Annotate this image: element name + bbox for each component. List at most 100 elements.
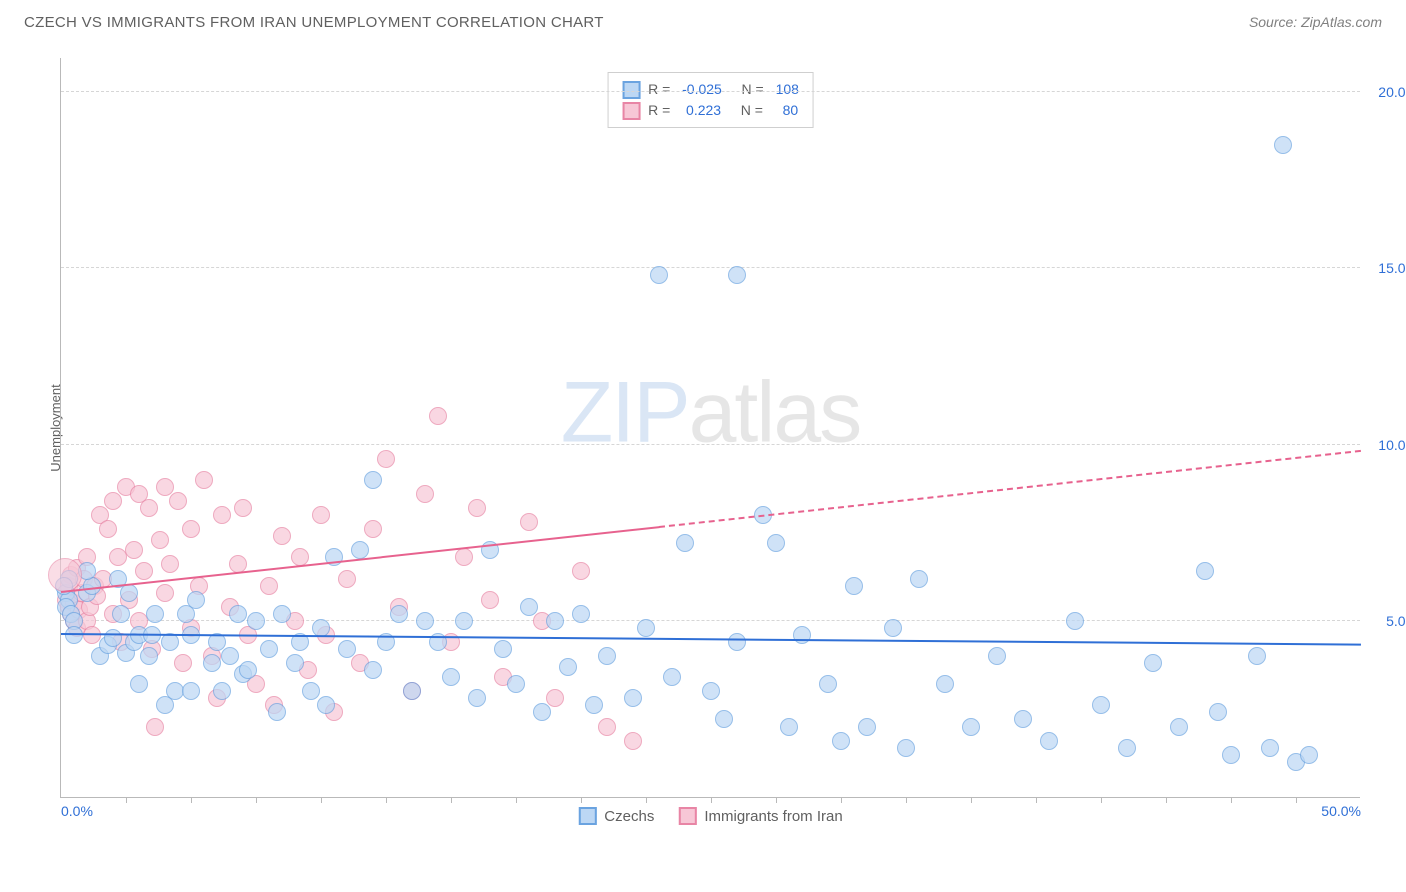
legend-n-label: N = xyxy=(729,100,767,121)
trend-line-iran xyxy=(659,450,1361,528)
x-tick xyxy=(971,797,972,803)
scatter-point-czechs xyxy=(520,598,538,616)
scatter-point-iran xyxy=(135,562,153,580)
x-tick xyxy=(1166,797,1167,803)
legend-swatch xyxy=(622,81,640,99)
y-tick-label: 10.0% xyxy=(1378,437,1406,453)
x-tick xyxy=(776,797,777,803)
scatter-point-czechs xyxy=(187,591,205,609)
scatter-point-czechs xyxy=(559,658,577,676)
scatter-point-czechs xyxy=(442,668,460,686)
scatter-point-czechs xyxy=(650,266,668,284)
scatter-point-iran xyxy=(520,513,538,531)
x-tick xyxy=(386,797,387,803)
x-tick xyxy=(646,797,647,803)
legend-swatch xyxy=(622,102,640,120)
scatter-point-czechs xyxy=(858,718,876,736)
scatter-point-czechs xyxy=(221,647,239,665)
scatter-point-czechs xyxy=(1170,718,1188,736)
scatter-point-iran xyxy=(125,541,143,559)
scatter-point-czechs xyxy=(702,682,720,700)
grid-line xyxy=(61,267,1360,268)
grid-line xyxy=(61,91,1360,92)
scatter-point-czechs xyxy=(819,675,837,693)
scatter-point-czechs xyxy=(793,626,811,644)
scatter-point-czechs xyxy=(780,718,798,736)
scatter-point-czechs xyxy=(598,647,616,665)
scatter-point-iran xyxy=(174,654,192,672)
scatter-point-czechs xyxy=(1261,739,1279,757)
x-tick xyxy=(321,797,322,803)
scatter-point-czechs xyxy=(403,682,421,700)
scatter-point-czechs xyxy=(715,710,733,728)
scatter-point-czechs xyxy=(1248,647,1266,665)
scatter-point-czechs xyxy=(1118,739,1136,757)
scatter-point-iran xyxy=(146,718,164,736)
scatter-point-czechs xyxy=(676,534,694,552)
legend-item: Immigrants from Iran xyxy=(678,807,842,825)
scatter-point-iran xyxy=(624,732,642,750)
scatter-point-czechs xyxy=(260,640,278,658)
scatter-point-iran xyxy=(48,558,82,592)
chart-container: Unemployment ZIPatlas R = -0.025 N = 108… xyxy=(42,48,1382,808)
scatter-point-czechs xyxy=(1209,703,1227,721)
scatter-point-czechs xyxy=(572,605,590,623)
scatter-point-czechs xyxy=(286,654,304,672)
scatter-point-czechs xyxy=(338,640,356,658)
legend-row: R = 0.223 N = 80 xyxy=(622,100,799,121)
x-tick xyxy=(711,797,712,803)
legend-label: Czechs xyxy=(604,808,654,825)
scatter-point-iran xyxy=(546,689,564,707)
scatter-point-czechs xyxy=(1092,696,1110,714)
scatter-point-czechs xyxy=(140,647,158,665)
scatter-point-iran xyxy=(273,527,291,545)
scatter-point-czechs xyxy=(390,605,408,623)
legend-item: Czechs xyxy=(578,807,654,825)
scatter-point-czechs xyxy=(585,696,603,714)
scatter-point-czechs xyxy=(455,612,473,630)
legend-label: Immigrants from Iran xyxy=(704,808,842,825)
scatter-point-czechs xyxy=(273,605,291,623)
scatter-point-iran xyxy=(169,492,187,510)
scatter-point-czechs xyxy=(416,612,434,630)
scatter-point-czechs xyxy=(1040,732,1058,750)
legend-swatch xyxy=(678,807,696,825)
scatter-point-czechs xyxy=(229,605,247,623)
scatter-point-czechs xyxy=(897,739,915,757)
x-tick xyxy=(191,797,192,803)
series-legend: Czechs Immigrants from Iran xyxy=(578,807,842,825)
scatter-point-iran xyxy=(182,520,200,538)
scatter-point-czechs xyxy=(533,703,551,721)
scatter-point-iran xyxy=(377,450,395,468)
scatter-point-iran xyxy=(213,506,231,524)
scatter-point-iran xyxy=(195,471,213,489)
scatter-point-czechs xyxy=(1300,746,1318,764)
scatter-point-iran xyxy=(156,584,174,602)
scatter-point-czechs xyxy=(364,471,382,489)
x-tick xyxy=(126,797,127,803)
scatter-point-czechs xyxy=(268,703,286,721)
scatter-point-iran xyxy=(99,520,117,538)
scatter-point-czechs xyxy=(884,619,902,637)
scatter-point-czechs xyxy=(1066,612,1084,630)
x-tick xyxy=(1036,797,1037,803)
legend-n-value: 80 xyxy=(775,100,798,121)
scatter-point-iran xyxy=(429,407,447,425)
legend-swatch xyxy=(578,807,596,825)
scatter-point-iran xyxy=(312,506,330,524)
scatter-point-czechs xyxy=(213,682,231,700)
watermark-rest: atlas xyxy=(689,364,861,460)
scatter-point-czechs xyxy=(239,661,257,679)
y-tick-label: 5.0% xyxy=(1386,613,1406,629)
x-tick xyxy=(906,797,907,803)
scatter-point-czechs xyxy=(962,718,980,736)
scatter-point-czechs xyxy=(317,696,335,714)
scatter-point-czechs xyxy=(845,577,863,595)
scatter-point-czechs xyxy=(1014,710,1032,728)
scatter-point-iran xyxy=(481,591,499,609)
scatter-point-iran xyxy=(468,499,486,517)
correlation-legend: R = -0.025 N = 108R = 0.223 N = 80 xyxy=(607,72,814,128)
scatter-point-czechs xyxy=(494,640,512,658)
scatter-point-czechs xyxy=(728,266,746,284)
scatter-point-czechs xyxy=(1222,746,1240,764)
